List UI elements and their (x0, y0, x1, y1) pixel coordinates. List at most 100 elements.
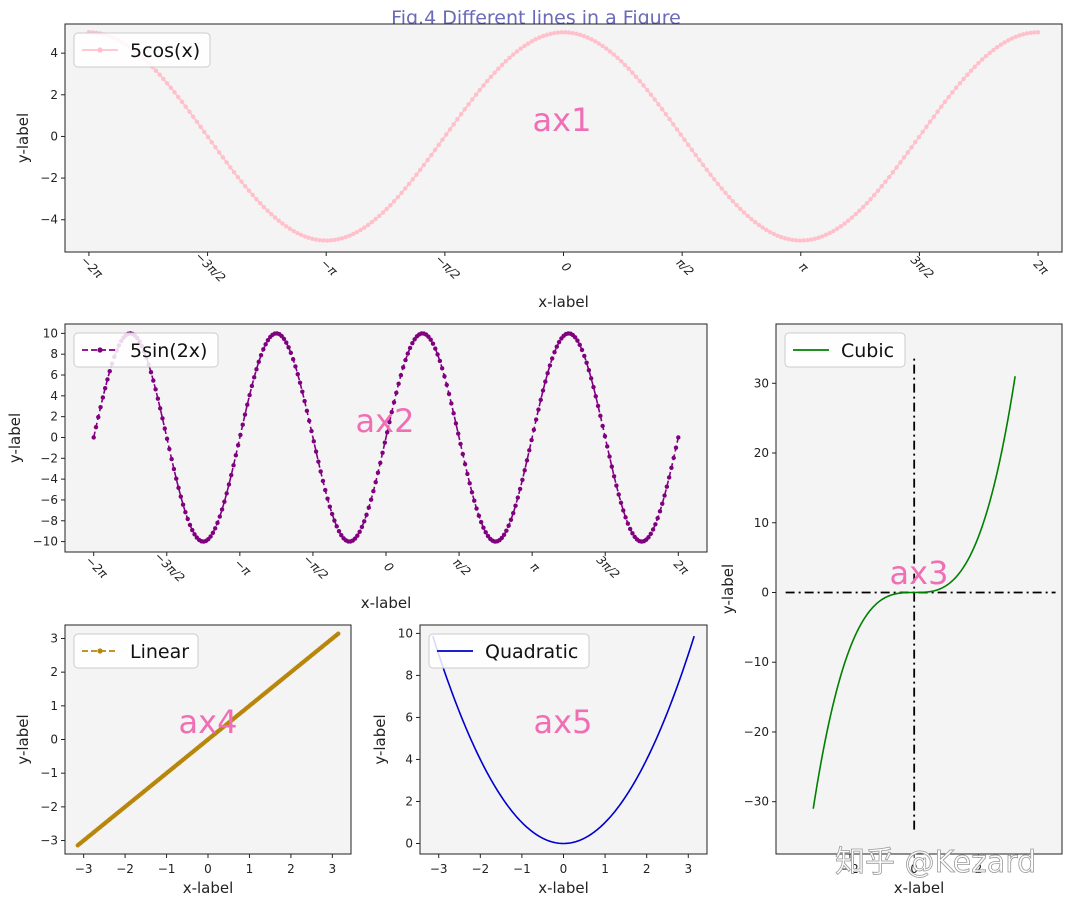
data-point (410, 340, 415, 346)
x-tick-label: 2π (671, 557, 692, 578)
data-point (249, 383, 255, 389)
panel-ax5: 0 2 4 6 8 10 −3 −2 −1 0 1 2 3 x-label y-label ax5 Quadra… (371, 624, 708, 897)
data-point (741, 210, 747, 215)
data-point (380, 210, 386, 215)
x-tick-label: 2 (975, 862, 983, 876)
data-point (483, 530, 488, 535)
data-point (332, 237, 337, 243)
data-point (664, 484, 670, 489)
data-point (462, 461, 468, 467)
data-point (547, 363, 553, 368)
x-tick-label: 0 (560, 862, 568, 876)
data-point (537, 35, 542, 40)
data-point (898, 160, 903, 165)
y-axis-label: y-label (6, 413, 24, 463)
data-point (436, 142, 442, 147)
data-point (473, 92, 479, 97)
data-point (224, 160, 229, 165)
data-point (545, 371, 550, 376)
x-axis-label: x-label (538, 293, 589, 311)
panel-label: ax5 (534, 703, 593, 741)
data-point (406, 181, 412, 187)
data-point (235, 442, 241, 448)
data-point (518, 46, 523, 51)
data-point (669, 465, 674, 471)
data-point (240, 422, 245, 427)
data-point (362, 519, 367, 524)
data-point (336, 631, 341, 636)
data-point (522, 43, 527, 49)
series-line (812, 376, 1016, 809)
data-point (808, 237, 814, 242)
data-point (511, 510, 516, 516)
y-tick-label: 10 (43, 326, 58, 340)
data-point (592, 39, 598, 44)
y-tick-label: 2 (50, 88, 58, 102)
data-point (179, 99, 185, 105)
data-point (304, 408, 310, 414)
data-point (522, 468, 527, 473)
data-point (235, 174, 241, 180)
data-point (961, 76, 966, 82)
x-tick-label: π (796, 260, 812, 276)
data-point (171, 466, 177, 472)
data-point (615, 55, 620, 60)
data-point (176, 485, 181, 491)
y-axis-label: y-label (371, 714, 389, 764)
data-point (563, 30, 568, 35)
legend: 5sin(2x) (73, 332, 219, 368)
watermark: 知乎 @Kezard (835, 845, 1036, 880)
data-point (1006, 38, 1011, 43)
x-tick-label: 2 (643, 862, 651, 876)
data-point (609, 464, 615, 469)
data-point (630, 531, 635, 536)
data-point (540, 388, 546, 393)
data-point (939, 104, 944, 109)
data-point (231, 170, 237, 175)
legend-box (73, 633, 199, 669)
data-point (354, 229, 360, 235)
data-point (991, 47, 996, 53)
data-point (323, 487, 328, 493)
data-point (362, 225, 367, 230)
data-point (682, 137, 687, 142)
legend-box (73, 32, 211, 68)
data-point (281, 336, 287, 342)
data-point (704, 167, 709, 173)
legend-marker (97, 347, 103, 353)
data-point (286, 345, 291, 350)
data-point (198, 124, 203, 130)
data-point (566, 30, 572, 35)
data-point (641, 83, 646, 88)
data-point (226, 482, 232, 487)
data-point (396, 381, 401, 386)
data-point (254, 367, 259, 372)
data-point (365, 222, 371, 228)
data-point (157, 72, 162, 77)
x-tick-label: −3 (430, 862, 448, 876)
data-point (222, 499, 227, 504)
y-tick-label: −10 (33, 535, 58, 549)
data-point (187, 109, 192, 114)
data-point (1035, 30, 1041, 35)
data-point (998, 42, 1004, 47)
panel-label: ax1 (533, 101, 592, 139)
data-point (771, 231, 776, 237)
data-point (329, 511, 335, 517)
data-point (767, 229, 773, 235)
series-line (432, 635, 695, 845)
data-point (536, 407, 541, 412)
data-point (842, 221, 847, 226)
data-point (602, 434, 608, 439)
y-tick-label: −1 (40, 766, 58, 780)
data-point (481, 525, 486, 530)
data-point (213, 145, 218, 150)
y-tick-label: 2 (50, 665, 58, 679)
data-point (164, 81, 170, 86)
data-point (527, 448, 532, 453)
data-point (752, 219, 758, 225)
y-tick-label: 0 (405, 836, 413, 850)
data-point (403, 186, 408, 191)
data-point (284, 224, 289, 229)
x-tick-label: π/2 (673, 256, 696, 279)
